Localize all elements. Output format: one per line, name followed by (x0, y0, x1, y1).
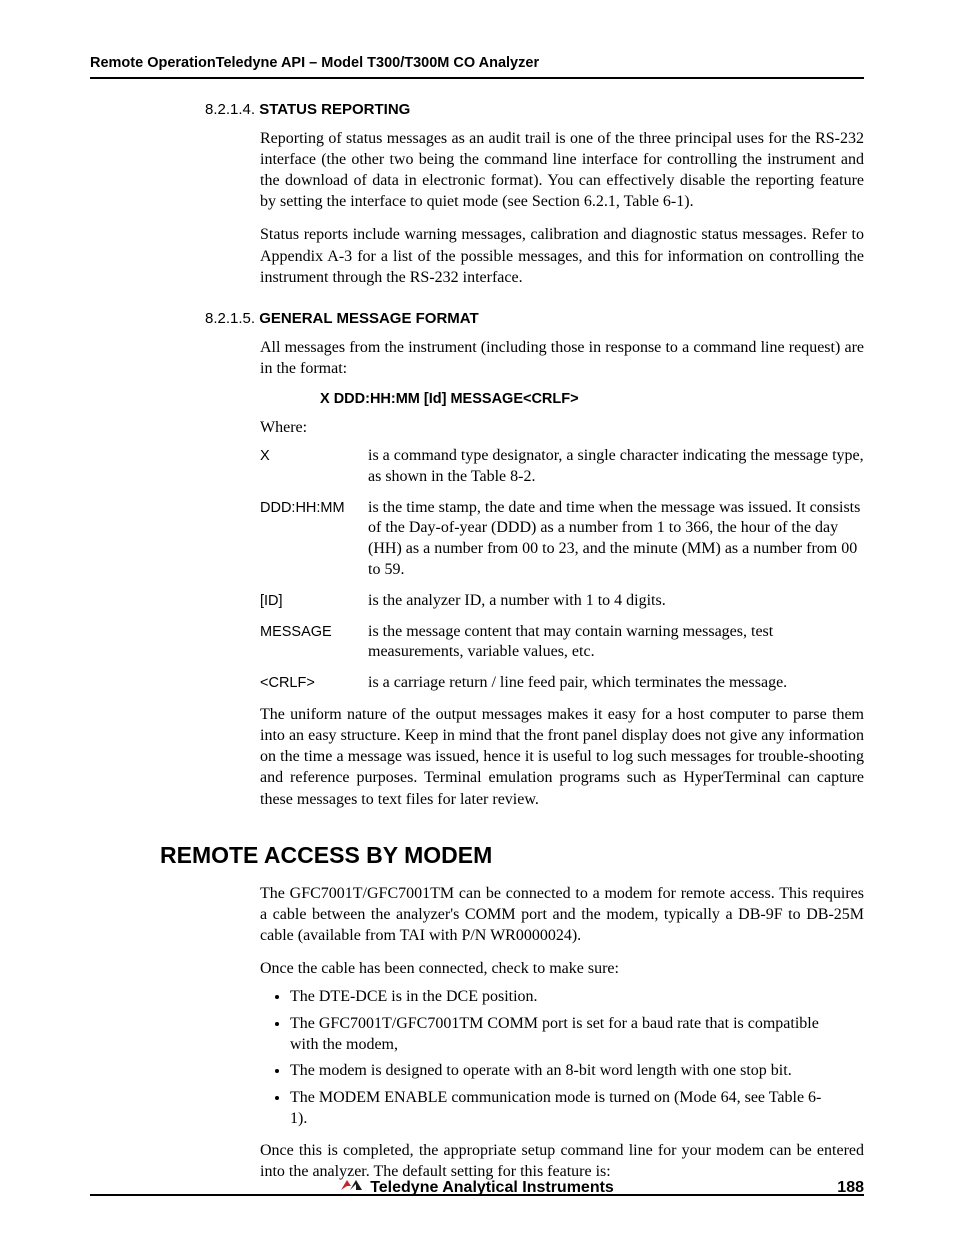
format-block: X DDD:HH:MM [Id] MESSAGE<CRLF> (260, 391, 864, 407)
page-footer: Teledyne Analytical Instruments 188 (90, 1178, 864, 1197)
footer-brand: Teledyne Analytical Instruments (370, 1179, 614, 1197)
paragraph: The GFC7001T/GFC7001TM can be connected … (260, 883, 864, 946)
heading-number: 8.2.1.5. (205, 310, 255, 327)
definition-row: DDD:HH:MM is the time stamp, the date an… (260, 498, 864, 581)
definition-desc: is a carriage return / line feed pair, w… (368, 673, 864, 694)
definition-term: [ID] (260, 591, 368, 612)
definition-row: [ID] is the analyzer ID, a number with 1… (260, 591, 864, 612)
heading-number: 8.2.1.4. (205, 101, 255, 118)
top-rule (90, 77, 864, 79)
definition-term: DDD:HH:MM (260, 498, 368, 581)
list-item: The MODEM ENABLE communication mode is t… (290, 1088, 864, 1130)
teledyne-logo-icon (340, 1178, 364, 1197)
where-label: Where: (260, 417, 864, 438)
paragraph: The uniform nature of the output message… (260, 704, 864, 810)
definition-term: X (260, 446, 368, 488)
definition-term: MESSAGE (260, 622, 368, 664)
paragraph: Once the cable has been connected, check… (260, 958, 864, 979)
heading-title: GENERAL MESSAGE FORMAT (259, 310, 478, 327)
definition-row: X is a command type designator, a single… (260, 446, 864, 488)
definition-list: X is a command type designator, a single… (260, 446, 864, 694)
paragraph: All messages from the instrument (includ… (260, 337, 864, 379)
definition-desc: is the time stamp, the date and time whe… (368, 498, 864, 581)
bullet-list: The DTE-DCE is in the DCE position. The … (290, 987, 864, 1130)
heading-general-message-format: 8.2.1.5. GENERAL MESSAGE FORMAT (205, 310, 864, 327)
running-head: Remote OperationTeledyne API – Model T30… (90, 55, 864, 71)
definition-term: <CRLF> (260, 673, 368, 694)
page: Remote OperationTeledyne API – Model T30… (0, 0, 954, 1235)
page-number: 188 (837, 1179, 864, 1197)
paragraph: Once this is completed, the appropriate … (260, 1140, 864, 1182)
heading-remote-access-by-modem: REMOTE ACCESS BY MODEM (160, 842, 864, 869)
list-item: The GFC7001T/GFC7001TM COMM port is set … (290, 1014, 864, 1056)
paragraph: Reporting of status messages as an audit… (260, 128, 864, 212)
heading-status-reporting: 8.2.1.4. STATUS REPORTING (205, 101, 864, 118)
list-item: The modem is designed to operate with an… (290, 1061, 864, 1082)
paragraph: Status reports include warning messages,… (260, 224, 864, 287)
list-item: The DTE-DCE is in the DCE position. (290, 987, 864, 1008)
message-format-line: X DDD:HH:MM [Id] MESSAGE<CRLF> (320, 391, 864, 407)
definition-desc: is a command type designator, a single c… (368, 446, 864, 488)
heading-title: STATUS REPORTING (259, 101, 410, 118)
definition-desc: is the message content that may contain … (368, 622, 864, 664)
definition-row: MESSAGE is the message content that may … (260, 622, 864, 664)
definition-desc: is the analyzer ID, a number with 1 to 4… (368, 591, 864, 612)
definition-row: <CRLF> is a carriage return / line feed … (260, 673, 864, 694)
